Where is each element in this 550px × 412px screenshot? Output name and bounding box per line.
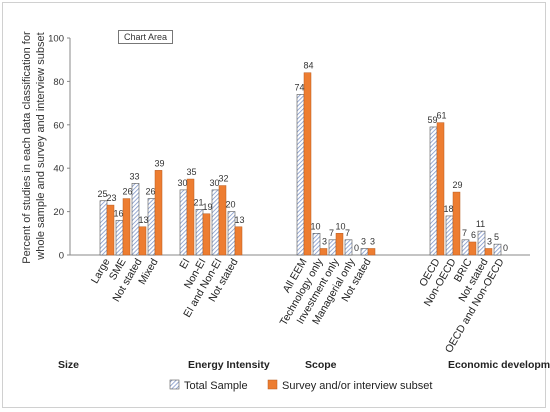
y-tick-label: 0 [59, 251, 64, 262]
data-label: 35 [186, 167, 196, 177]
data-label: 30 [177, 178, 187, 188]
bar-survey-subset [452, 191, 461, 256]
data-label: 19 [202, 202, 212, 212]
bar-total-sample [211, 189, 220, 256]
bar-survey-subset [303, 72, 312, 256]
bar-survey-subset [218, 185, 227, 256]
y-tick-label: 60 [53, 120, 64, 131]
bar-total-sample [312, 233, 321, 256]
data-label: 7 [345, 228, 350, 238]
bar-total-sample [429, 126, 438, 256]
bar-survey-subset [319, 248, 328, 256]
bar-survey-subset [202, 213, 211, 256]
bar-total-sample [115, 219, 124, 256]
bar-total-sample [195, 209, 204, 256]
data-label: 7 [462, 228, 467, 238]
bar-survey-subset [122, 198, 131, 256]
data-label: 3 [361, 236, 366, 246]
bar-survey-subset [335, 233, 344, 256]
data-label: 74 [294, 82, 304, 92]
y-tick-label: 100 [48, 34, 64, 45]
data-label: 3 [322, 236, 327, 246]
chart-area-tooltip: Chart Area [118, 30, 174, 44]
legend-swatch-survey [267, 379, 278, 390]
data-label: 7 [329, 228, 334, 238]
data-label: 3 [487, 236, 492, 246]
y-tick-label: 40 [53, 164, 64, 175]
bar-survey-subset [468, 241, 477, 256]
data-label: 6 [471, 230, 476, 240]
bar-total-sample [179, 189, 188, 256]
y-axis-label: Percent of studies in each data classifi… [21, 28, 47, 263]
data-label: 26 [122, 187, 132, 197]
y-tick-label: 80 [53, 77, 64, 88]
bar-survey-subset [154, 170, 163, 256]
bar-survey-subset [138, 226, 147, 256]
data-label: 10 [310, 221, 320, 231]
bar-total-sample [493, 243, 502, 256]
bar-total-sample [147, 198, 156, 256]
bar-total-sample [344, 239, 353, 256]
chart-frame [2, 2, 546, 408]
data-label: 30 [209, 178, 219, 188]
data-label: 0 [354, 243, 359, 253]
bar-total-sample [445, 215, 454, 256]
group-label: Scope [305, 359, 337, 371]
bar-total-sample [296, 94, 305, 256]
data-label: 32 [218, 174, 228, 184]
legend-swatch-total-sample [169, 379, 180, 390]
data-label: 23 [106, 193, 116, 203]
bar-survey-subset [234, 226, 243, 256]
bar-total-sample [461, 239, 470, 256]
data-label: 59 [427, 115, 437, 125]
group-label: Size [58, 359, 79, 371]
data-label: 26 [145, 187, 155, 197]
bar-survey-subset [484, 248, 493, 256]
data-label: 61 [436, 111, 446, 121]
bar-survey-subset [106, 204, 115, 256]
data-label: 0 [503, 243, 508, 253]
bar-total-sample [131, 183, 140, 256]
legend: Total Sample Survey and/or interview subs… [169, 379, 432, 392]
legend-label-total-sample: Total Sample [184, 380, 248, 392]
group-label: Economic development [448, 359, 550, 371]
data-label: 25 [97, 189, 107, 199]
data-label: 13 [138, 215, 148, 225]
bar-survey-subset [367, 248, 376, 256]
data-label: 10 [335, 221, 345, 231]
data-label: 18 [443, 204, 453, 214]
bar-total-sample [99, 200, 108, 256]
data-label: 29 [452, 180, 462, 190]
data-label: 39 [154, 158, 164, 168]
data-label: 5 [494, 232, 499, 242]
y-tick-label: 20 [53, 207, 64, 218]
data-label: 3 [370, 236, 375, 246]
data-label: 21 [193, 197, 203, 207]
bar-total-sample [328, 239, 337, 256]
bar-total-sample [477, 230, 486, 256]
legend-label-survey: Survey and/or interview subset [282, 380, 432, 392]
data-label: 33 [129, 171, 139, 181]
bar-survey-subset [436, 122, 445, 256]
data-label: 16 [113, 208, 123, 218]
data-label: 20 [225, 200, 235, 210]
data-label: 13 [234, 215, 244, 225]
data-label: 11 [476, 219, 485, 229]
group-label: Energy Intensity [188, 359, 270, 371]
data-label: 84 [303, 61, 313, 71]
bar-survey-subset [186, 178, 195, 256]
bar-total-sample [360, 248, 369, 256]
